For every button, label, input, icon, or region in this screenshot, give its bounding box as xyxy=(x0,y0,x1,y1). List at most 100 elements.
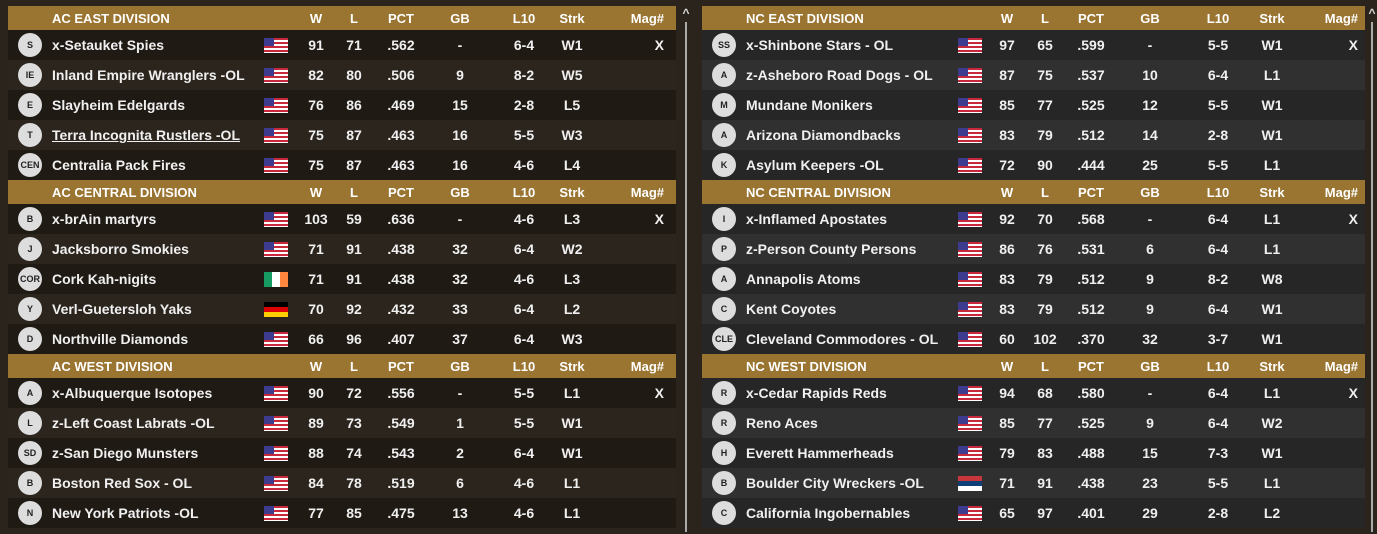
team-name-link[interactable]: California Ingobernables xyxy=(746,505,911,521)
column-header-mag[interactable]: Mag# xyxy=(1324,10,1358,26)
team-name-link[interactable]: z-San Diego Munsters xyxy=(52,445,199,461)
team-name-link[interactable]: z-Person County Persons xyxy=(746,241,917,257)
right-scrollbar[interactable]: ^ xyxy=(1366,6,1377,534)
column-header-gb[interactable]: GB xyxy=(1140,184,1160,200)
team-name-link[interactable]: x-Cedar Rapids Reds xyxy=(746,385,887,401)
column-header-gb[interactable]: GB xyxy=(1140,10,1160,26)
team-name-link[interactable]: Jacksborro Smokies xyxy=(52,241,189,257)
team-row[interactable]: M Mundane Monikers 85 77 .525 12 5-5 W1 xyxy=(702,90,1365,120)
column-header-w[interactable]: W xyxy=(309,184,323,200)
scroll-track[interactable] xyxy=(1371,22,1373,532)
column-header-mag[interactable]: Mag# xyxy=(1324,184,1358,200)
team-row[interactable]: IE Inland Empire Wranglers -OL 82 80 .506 9 8-… xyxy=(8,60,676,90)
team-name-link[interactable]: x-brAin martyrs xyxy=(52,211,157,227)
team-name-link[interactable]: Terra Incognita Rustlers -OL xyxy=(52,127,240,143)
column-header-pct[interactable]: PCT xyxy=(388,10,414,26)
column-header-w[interactable]: W xyxy=(1000,10,1014,26)
column-header-mag[interactable]: Mag# xyxy=(630,10,664,26)
team-row[interactable]: CEN Centralia Pack Fires 75 87 .463 16 4-6 L4 xyxy=(8,150,676,180)
column-header-strk[interactable]: Strk xyxy=(559,358,585,374)
team-name-link[interactable]: x-Setauket Spies xyxy=(52,37,165,53)
team-name-link[interactable]: Verl-Guetersloh Yaks xyxy=(52,301,192,317)
team-name-link[interactable]: Annapolis Atoms xyxy=(746,271,861,287)
column-header-strk[interactable]: Strk xyxy=(559,184,585,200)
column-header-gb[interactable]: GB xyxy=(450,10,470,26)
column-header-pct[interactable]: PCT xyxy=(388,358,414,374)
column-header-w[interactable]: W xyxy=(309,358,323,374)
team-name-link[interactable]: New York Patriots -OL xyxy=(52,505,199,521)
team-row[interactable]: COR Cork Kah-nigits 71 91 .438 32 4-6 L3 xyxy=(8,264,676,294)
column-header-mag[interactable]: Mag# xyxy=(1324,358,1358,374)
column-header-l[interactable]: L xyxy=(350,184,358,200)
team-name-link[interactable]: Reno Aces xyxy=(746,415,818,431)
team-row[interactable]: T Terra Incognita Rustlers -OL 75 87 .463 16 5… xyxy=(8,120,676,150)
column-header-l[interactable]: L xyxy=(1041,184,1049,200)
column-header-l10[interactable]: L10 xyxy=(512,358,536,374)
team-name-link[interactable]: Kent Coyotes xyxy=(746,301,837,317)
team-name-link[interactable]: Cork Kah-nigits xyxy=(52,271,157,287)
column-header-l[interactable]: L xyxy=(350,10,358,26)
column-header-strk[interactable]: Strk xyxy=(1259,10,1285,26)
column-header-w[interactable]: W xyxy=(309,10,323,26)
team-name-link[interactable]: Arizona Diamondbacks xyxy=(746,127,901,143)
column-header-l10[interactable]: L10 xyxy=(1206,184,1230,200)
column-header-pct[interactable]: PCT xyxy=(388,184,414,200)
column-header-l[interactable]: L xyxy=(1041,10,1049,26)
team-row[interactable]: R Reno Aces 85 77 .525 9 6-4 W2 xyxy=(702,408,1365,438)
team-name-link[interactable]: Boulder City Wreckers -OL xyxy=(746,475,924,491)
column-header-l10[interactable]: L10 xyxy=(1206,10,1230,26)
column-header-gb[interactable]: GB xyxy=(450,358,470,374)
team-row[interactable]: K Asylum Keepers -OL 72 90 .444 25 5-5 L1 xyxy=(702,150,1365,180)
team-name-link[interactable]: x-Inflamed Apostates xyxy=(746,211,888,227)
column-header-pct[interactable]: PCT xyxy=(1078,184,1104,200)
team-name-link[interactable]: z-Asheboro Road Dogs - OL xyxy=(746,67,933,83)
team-row[interactable]: E Slayheim Edelgards 76 86 .469 15 2-8 L5 xyxy=(8,90,676,120)
team-name-link[interactable]: Northville Diamonds xyxy=(52,331,189,347)
column-header-l10[interactable]: L10 xyxy=(1206,358,1230,374)
team-row[interactable]: B Boston Red Sox - OL 84 78 .519 6 4-6 L1 xyxy=(8,468,676,498)
column-header-strk[interactable]: Strk xyxy=(559,10,585,26)
team-name-link[interactable]: Asylum Keepers -OL xyxy=(746,157,884,173)
team-row[interactable]: C California Ingobernables 65 97 .401 29 2-8 L2 xyxy=(702,498,1365,528)
team-row[interactable]: A Annapolis Atoms 83 79 .512 9 8-2 W8 xyxy=(702,264,1365,294)
column-header-l[interactable]: L xyxy=(1041,358,1049,374)
team-row[interactable]: D Northville Diamonds 66 96 .407 37 6-4 W3 xyxy=(8,324,676,354)
team-row[interactable]: C Kent Coyotes 83 79 .512 9 6-4 W1 xyxy=(702,294,1365,324)
team-row[interactable]: Y Verl-Guetersloh Yaks 70 92 .432 33 6-4 L2 xyxy=(8,294,676,324)
team-name-link[interactable]: x-Shinbone Stars - OL xyxy=(746,37,894,53)
team-row[interactable]: N New York Patriots -OL 77 85 .475 13 4-6 L1 xyxy=(8,498,676,528)
team-name-link[interactable]: x-Albuquerque Isotopes xyxy=(52,385,213,401)
column-header-w[interactable]: W xyxy=(1000,358,1014,374)
column-header-w[interactable]: W xyxy=(1000,184,1014,200)
team-row[interactable]: SS x-Shinbone Stars - OL 97 65 .599 - 5-5 W1 X xyxy=(702,30,1365,60)
team-name-link[interactable]: Centralia Pack Fires xyxy=(52,157,186,173)
team-row[interactable]: B Boulder City Wreckers -OL 71 91 .438 23 5-5 L… xyxy=(702,468,1365,498)
column-header-l10[interactable]: L10 xyxy=(512,10,536,26)
team-row[interactable]: SD z-San Diego Munsters 88 74 .543 2 6-4 W1 xyxy=(8,438,676,468)
column-header-mag[interactable]: Mag# xyxy=(630,184,664,200)
scroll-up-icon[interactable]: ^ xyxy=(682,6,690,20)
column-header-pct[interactable]: PCT xyxy=(1078,10,1104,26)
column-header-l[interactable]: L xyxy=(350,358,358,374)
team-name-link[interactable]: Boston Red Sox - OL xyxy=(52,475,192,491)
column-header-gb[interactable]: GB xyxy=(1140,358,1160,374)
team-name-link[interactable]: Inland Empire Wranglers -OL xyxy=(52,67,245,83)
team-name-link[interactable]: Everett Hammerheads xyxy=(746,445,894,461)
left-scrollbar[interactable]: ^ xyxy=(680,6,692,534)
team-row[interactable]: CLE Cleveland Commodores - OL 60 102 .370 32 3… xyxy=(702,324,1365,354)
team-name-link[interactable]: z-Left Coast Labrats -OL xyxy=(52,415,215,431)
team-name-link[interactable]: Cleveland Commodores - OL xyxy=(746,331,939,347)
team-row[interactable]: J Jacksborro Smokies 71 91 .438 32 6-4 W2 xyxy=(8,234,676,264)
column-header-mag[interactable]: Mag# xyxy=(630,358,664,374)
column-header-pct[interactable]: PCT xyxy=(1078,358,1104,374)
scroll-up-icon[interactable]: ^ xyxy=(1368,6,1376,20)
scroll-track[interactable] xyxy=(685,22,687,532)
team-name-link[interactable]: Mundane Monikers xyxy=(746,97,873,113)
